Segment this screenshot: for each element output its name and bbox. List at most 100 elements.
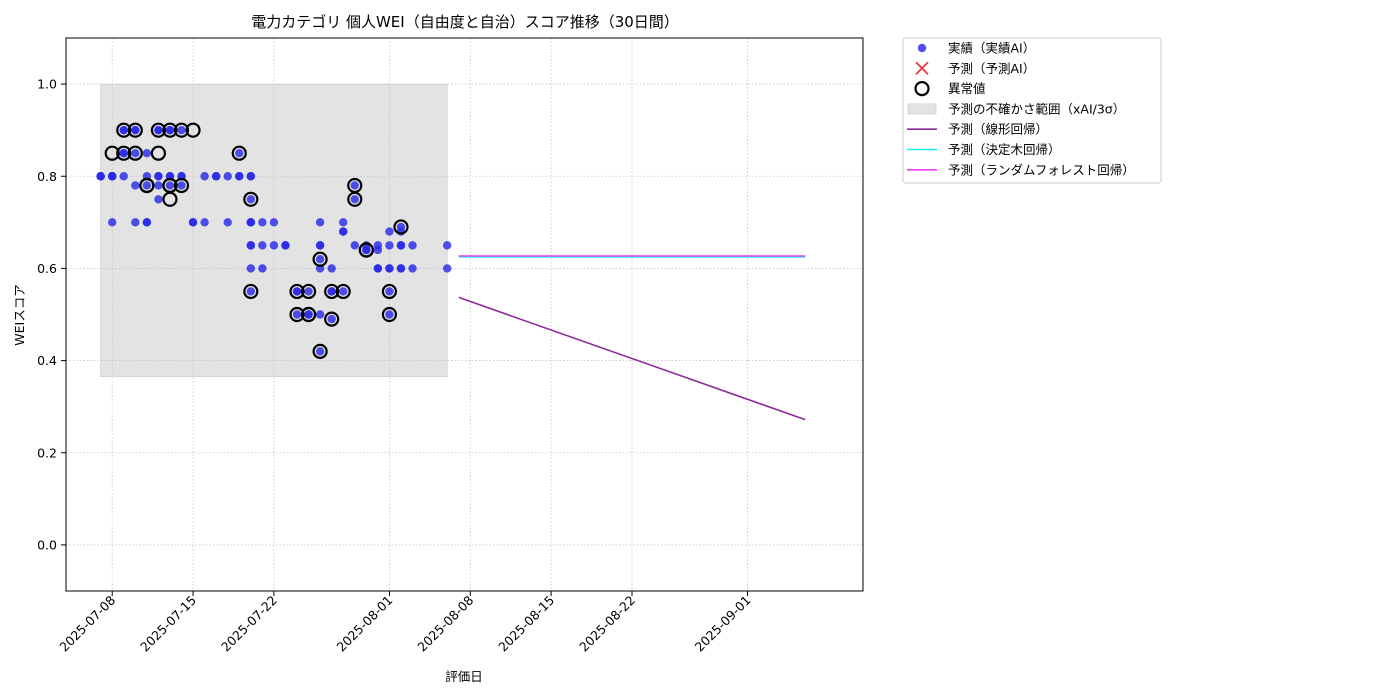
x-axis: 2025-07-08 2025-07-15 2025-07-22 2025-08-01… <box>56 591 754 655</box>
actual-point <box>246 172 256 181</box>
y-tick-label: 0.8 <box>37 169 57 184</box>
actual-point <box>119 149 128 158</box>
actual-point <box>188 218 198 227</box>
plot-area <box>66 38 863 591</box>
actual-point <box>304 287 313 296</box>
anomaly-marker <box>289 306 305 323</box>
y-axis-label: WEIスコア <box>12 284 27 345</box>
actual-point <box>292 310 302 319</box>
anomaly-marker <box>150 145 167 161</box>
actual-point <box>327 264 336 273</box>
anomaly-marker <box>300 306 317 323</box>
actual-point <box>246 241 256 250</box>
actual-point <box>408 241 417 250</box>
actual-point <box>108 172 117 181</box>
x-tick-label: 2025-07-22 <box>218 593 280 655</box>
anomaly-marker <box>324 283 340 300</box>
anomaly-marker <box>243 283 259 300</box>
legend-label: 予測の不確かさ範囲（xAI/3σ） <box>948 101 1125 116</box>
anomaly-marker <box>393 219 409 235</box>
actual-point <box>235 172 244 181</box>
anomaly-marker <box>185 122 201 138</box>
actual-point <box>96 172 105 181</box>
actual-point <box>246 264 256 273</box>
actual-point <box>154 125 163 135</box>
x-tick-label: 2025-08-15 <box>495 593 557 655</box>
actual-point <box>119 125 128 135</box>
x-tick-label: 2025-09-01 <box>692 593 754 655</box>
actual-point <box>223 218 232 227</box>
legend-label: 予測（予測AI） <box>948 61 1035 76</box>
actual-point <box>396 241 406 250</box>
actual-point <box>315 255 325 264</box>
actual-point <box>339 218 348 227</box>
actual-point <box>315 310 325 319</box>
actual-point <box>119 172 128 181</box>
anomaly-marker <box>139 177 155 194</box>
actual-point <box>223 172 232 181</box>
actual-point <box>235 149 244 158</box>
legend-swatch-x <box>915 61 929 75</box>
actual-point <box>246 287 256 296</box>
x-tick-label: 2025-08-22 <box>576 593 638 655</box>
actual-point <box>408 264 417 273</box>
anomaly-marker <box>231 145 247 161</box>
actual-point <box>315 218 325 227</box>
anomaly-marker <box>162 177 178 194</box>
y-tick-label: 0.2 <box>37 445 57 460</box>
actual-point <box>211 172 221 181</box>
legend-box <box>902 37 1162 184</box>
actual-point <box>315 347 325 356</box>
actual-point <box>373 241 383 250</box>
actual-point <box>385 310 394 319</box>
anomaly-marker <box>289 283 305 300</box>
actual-point <box>304 310 313 319</box>
actual-point <box>350 241 359 250</box>
actual-point <box>154 181 163 190</box>
actual-point <box>385 287 394 296</box>
actual-point <box>177 181 186 190</box>
actual-point <box>385 241 394 250</box>
anomaly-marker <box>116 145 132 161</box>
legend-label: 異常値 <box>948 81 986 96</box>
actual-point <box>258 218 267 227</box>
anomaly-marker <box>312 251 328 267</box>
y-tick-label: 0.0 <box>37 537 57 552</box>
actual-point <box>281 241 290 250</box>
anomaly-marker <box>324 311 340 327</box>
actual-point <box>327 314 336 324</box>
x-tick-label: 2025-08-08 <box>414 592 476 654</box>
actual-point <box>258 264 267 273</box>
actual-point <box>385 264 394 273</box>
plot-frame <box>65 37 864 592</box>
y-tick-label: 0.6 <box>37 261 57 276</box>
actual-point <box>292 287 302 296</box>
actual-point <box>154 172 163 181</box>
legend-swatch-ring <box>914 80 930 97</box>
actual-point <box>165 125 175 135</box>
actual-point <box>339 287 348 296</box>
x-tick-label: 2025-08-01 <box>334 593 396 655</box>
actual-point <box>131 149 140 158</box>
anomaly-marker <box>150 122 167 138</box>
actual-point <box>142 181 152 190</box>
anomaly-marker <box>358 242 374 258</box>
actual-point <box>385 227 394 236</box>
actual-point <box>327 287 336 296</box>
actual-point <box>269 218 279 227</box>
actual-point <box>396 222 406 232</box>
actual-point <box>142 149 152 158</box>
anomaly-marker <box>243 191 259 207</box>
actual-point <box>442 241 452 250</box>
actual-point <box>131 218 140 227</box>
anomaly-marker <box>162 122 178 138</box>
legend-label: 予測（決定木回帰） <box>948 142 1061 157</box>
y-tick-label: 0.4 <box>37 353 57 368</box>
actual-point <box>396 264 406 273</box>
actual-point <box>154 195 163 204</box>
anomaly-marker <box>173 122 190 138</box>
anomaly-marker <box>381 306 398 323</box>
actual-point <box>442 264 452 273</box>
actual-point <box>269 241 279 250</box>
